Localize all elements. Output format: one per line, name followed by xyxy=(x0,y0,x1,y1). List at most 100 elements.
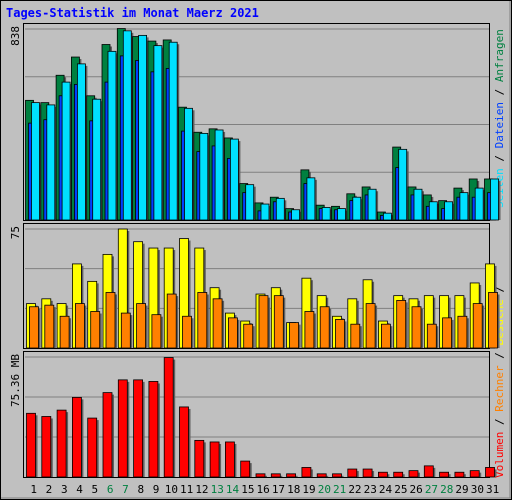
bar-volumen xyxy=(469,470,480,478)
legend-entry: / xyxy=(493,412,506,432)
x-tick-label: 27 xyxy=(425,483,438,496)
bar-volumen xyxy=(408,470,419,478)
x-tick-label: 12 xyxy=(195,483,208,496)
x-tick-label: 5 xyxy=(92,483,99,496)
bar-volumen xyxy=(102,392,113,478)
bar-rechner xyxy=(75,303,85,349)
x-tick-label: 13 xyxy=(211,483,224,496)
bar-volumen xyxy=(301,467,312,478)
bar-volumen xyxy=(163,357,174,478)
x-tick-label: 8 xyxy=(137,483,144,496)
bar-rechner xyxy=(457,315,468,349)
bar-seiten xyxy=(459,192,469,221)
x-tick-label: 29 xyxy=(455,483,468,496)
bar-rechner xyxy=(243,323,254,349)
bar-volumen xyxy=(332,473,342,478)
bar-seiten xyxy=(382,212,392,221)
bar-volumen xyxy=(454,471,465,478)
x-tick-label: 26 xyxy=(410,483,423,496)
bar-seiten xyxy=(229,138,239,221)
bar-volumen xyxy=(270,473,281,478)
x-tick-label: 25 xyxy=(394,483,407,496)
bar-rechner xyxy=(365,303,376,349)
bar-rechner xyxy=(212,298,223,349)
bar-rechner xyxy=(396,299,407,349)
legend-entry: / xyxy=(493,82,506,102)
bar-seiten xyxy=(474,187,484,221)
y-label-volume: 75.36 MB xyxy=(9,354,22,407)
bar-rechner xyxy=(258,295,269,349)
bar-seiten xyxy=(61,81,71,221)
bar-rechner xyxy=(335,319,345,349)
x-tick-label: 24 xyxy=(379,483,393,496)
x-tick-label: 6 xyxy=(107,483,114,496)
bar-volumen xyxy=(148,381,159,478)
bar-seiten xyxy=(490,178,499,221)
bar-rechner xyxy=(105,292,116,349)
bar-rechner xyxy=(166,293,177,349)
bar-volumen xyxy=(117,379,128,478)
x-tick-label: 20 xyxy=(318,483,331,496)
bar-seiten xyxy=(291,209,301,221)
legend-entry: / xyxy=(493,148,506,168)
x-tick-label: 23 xyxy=(364,483,377,496)
x-tick-label: 22 xyxy=(348,483,361,496)
bar-seiten xyxy=(413,188,423,221)
bar-rechner xyxy=(319,306,330,349)
bar-volumen xyxy=(179,406,189,478)
bar-rechner xyxy=(426,323,437,349)
bar-seiten xyxy=(168,41,178,221)
bar-volumen xyxy=(255,473,266,478)
bar-seiten xyxy=(321,207,331,221)
bar-volumen xyxy=(362,468,373,478)
legend-entry: Volumen xyxy=(493,432,506,478)
bar-rechner xyxy=(350,323,361,349)
bar-rechner xyxy=(411,306,422,349)
bar-rechner xyxy=(136,303,147,349)
legend-entry: Anfragen xyxy=(493,29,506,82)
bar-seiten xyxy=(367,188,377,221)
bar-rechner xyxy=(59,315,70,349)
bar-rechner xyxy=(90,311,101,349)
bar-volumen xyxy=(316,473,327,478)
bar-seiten xyxy=(46,104,56,221)
x-tick-label: 30 xyxy=(471,483,484,496)
bar-seiten xyxy=(260,203,270,221)
legend-entry: / xyxy=(493,346,506,366)
bar-seiten xyxy=(245,184,255,221)
bar-rechner xyxy=(120,312,131,349)
bar-rechner xyxy=(151,314,162,349)
bar-rechner xyxy=(197,292,208,349)
x-tick-label: 16 xyxy=(257,483,270,496)
bar-rechner xyxy=(472,303,483,349)
bar-seiten xyxy=(92,98,102,221)
x-tick-label: 9 xyxy=(153,483,160,496)
bar-seiten xyxy=(428,201,438,221)
x-tick-label: 7 xyxy=(122,483,129,496)
bar-volumen xyxy=(224,441,235,478)
bar-rechner xyxy=(273,295,284,349)
bar-rechner xyxy=(442,317,453,349)
x-tick-label: 15 xyxy=(241,483,254,496)
bar-volumen xyxy=(194,439,205,478)
bar-volumen xyxy=(133,379,144,478)
bar-seiten xyxy=(153,45,163,221)
bar-volumen xyxy=(347,468,358,478)
chart-title: Tages-Statistik im Monat Maerz 2021 xyxy=(6,6,259,20)
bar-seiten xyxy=(138,34,148,221)
x-tick-label: 11 xyxy=(180,483,193,496)
bar-seiten xyxy=(214,129,224,221)
bar-volumen xyxy=(209,441,220,478)
bar-volumen xyxy=(393,471,404,478)
bar-rechner xyxy=(380,323,391,349)
bar-seiten xyxy=(398,148,408,221)
bar-volumen xyxy=(423,465,434,478)
bar-volumen xyxy=(72,396,82,478)
bar-volumen xyxy=(56,409,67,478)
y-label-visits: 75 xyxy=(9,226,22,239)
legend-entry: Rechner xyxy=(493,365,506,412)
bar-volumen xyxy=(240,460,251,478)
bar-seiten xyxy=(352,196,362,221)
x-tick-label: 31 xyxy=(486,483,499,496)
